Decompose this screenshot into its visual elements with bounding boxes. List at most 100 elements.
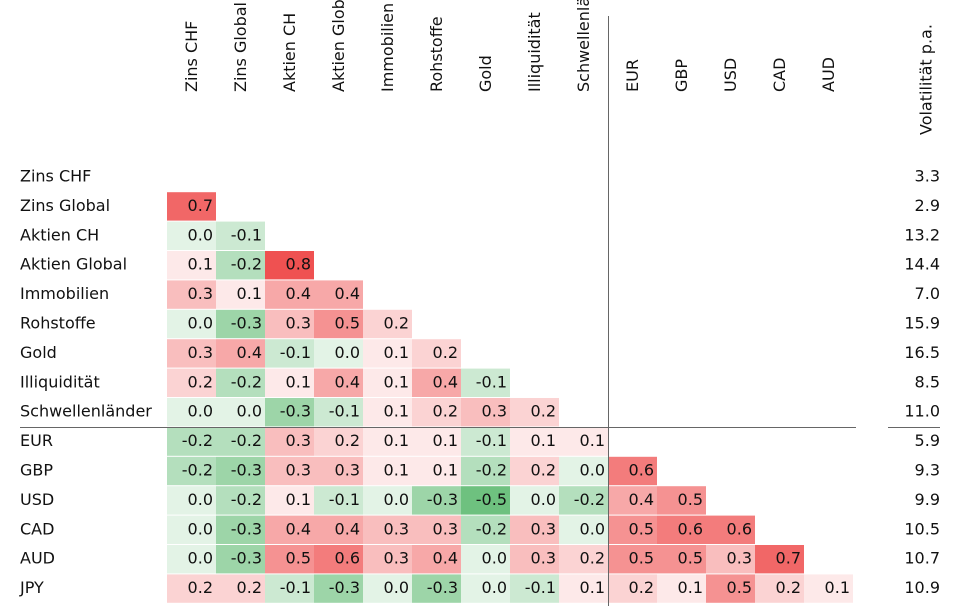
cell-value: 0.4: [237, 343, 262, 362]
volatility-value: 10.9: [904, 578, 940, 597]
heatmap-cell: [510, 486, 559, 515]
cell-value: 0.0: [188, 314, 213, 333]
column-header: Gold: [476, 55, 495, 92]
heatmap-cell: [216, 486, 265, 515]
column-header: Illiquidität: [525, 12, 544, 92]
heatmap-cell: [755, 545, 804, 574]
cell-value: 0.2: [433, 343, 458, 362]
cell-value: -0.1: [329, 402, 360, 421]
heatmap-cell: [216, 515, 265, 544]
cell-value: 0.3: [286, 461, 311, 480]
cell-value: 0.1: [384, 343, 409, 362]
cell-value: 0.5: [678, 490, 703, 509]
cell-value: 0.4: [286, 519, 311, 538]
row-label: Zins Global: [20, 196, 110, 215]
heatmap-cell: [657, 515, 706, 544]
cell-value: 0.0: [335, 343, 360, 362]
heatmap-cell: [559, 456, 608, 486]
volatility-value: 2.9: [915, 196, 940, 215]
volatility-value: 13.2: [904, 225, 940, 244]
cell-value: 0.1: [433, 431, 458, 450]
cell-value: -0.3: [231, 314, 262, 333]
cell-value: 0.0: [531, 490, 556, 509]
cell-value: -0.2: [231, 431, 262, 450]
heatmap-cell: [755, 574, 804, 603]
cell-value: 0.0: [580, 519, 605, 538]
cell-value: 0.2: [580, 549, 605, 568]
cell-value: 0.0: [237, 402, 262, 421]
cell-value: 0.4: [629, 490, 654, 509]
heatmap-cell: [216, 221, 265, 250]
heatmap-cell: [167, 192, 216, 221]
heatmap-cell: [608, 486, 657, 515]
heatmap-cell: [363, 398, 412, 427]
cell-value: 0.1: [531, 431, 556, 450]
cell-value: 0.5: [286, 549, 311, 568]
heatmap-cell: [412, 368, 461, 397]
heatmap-cell: [167, 486, 216, 515]
cell-value: 0.3: [433, 519, 458, 538]
cell-value: 0.8: [286, 255, 311, 274]
cell-value: 0.3: [384, 549, 409, 568]
cell-value: 0.4: [335, 372, 360, 391]
cell-value: -0.2: [182, 431, 213, 450]
heatmap-cell: [167, 574, 216, 603]
column-header: Immobilien: [378, 3, 397, 92]
cell-value: 0.7: [188, 196, 213, 215]
cell-value: -0.3: [280, 402, 311, 421]
cell-value: -0.3: [427, 490, 458, 509]
heatmap-cell: [559, 545, 608, 574]
heatmap-cell: [167, 251, 216, 280]
heatmap-cell: [167, 368, 216, 397]
cell-value: 0.6: [335, 549, 360, 568]
heatmap-cell: [314, 280, 363, 309]
heatmap-cell: [363, 427, 412, 456]
cell-value: 0.0: [188, 225, 213, 244]
cell-value: -0.2: [182, 461, 213, 480]
heatmap-cell: [412, 486, 461, 515]
cell-value: 0.3: [531, 519, 556, 538]
cell-value: -0.1: [525, 578, 556, 597]
cell-value: 0.5: [629, 519, 654, 538]
cell-value: 0.2: [384, 314, 409, 333]
heatmap-cell: [608, 515, 657, 544]
heatmap-cell: [167, 339, 216, 368]
volatility-value: 9.9: [915, 490, 940, 509]
cell-value: 0.0: [188, 519, 213, 538]
volatility-value: 11.0: [904, 402, 940, 421]
cell-value: 0.3: [335, 461, 360, 480]
heatmap-cell: [314, 398, 363, 427]
heatmap-cell: [314, 456, 363, 486]
heatmap-cell: [363, 456, 412, 486]
column-header: Zins Global: [231, 2, 250, 92]
cell-value: 0.5: [678, 549, 703, 568]
cell-value: 0.4: [335, 284, 360, 303]
column-header: AUD: [819, 57, 838, 92]
volatility-value: 7.0: [915, 284, 940, 303]
heatmap-cell: [216, 456, 265, 486]
heatmap-cell: [167, 515, 216, 544]
cell-value: 0.1: [286, 372, 311, 391]
cell-value: 0.1: [286, 490, 311, 509]
heatmap-cell: [314, 574, 363, 603]
row-label: Immobilien: [20, 284, 109, 303]
heatmap-cell: [363, 545, 412, 574]
heatmap-cell: [510, 574, 559, 603]
heatmap-cell: [314, 515, 363, 544]
heatmap-cell: [265, 515, 314, 544]
heatmap-cell: [265, 456, 314, 486]
heatmap-cell: [363, 574, 412, 603]
cell-value: -0.3: [231, 549, 262, 568]
cell-value: 0.4: [433, 549, 458, 568]
heatmap-cell: [510, 515, 559, 544]
cell-value: 0.2: [188, 578, 213, 597]
heatmap-cell: [510, 456, 559, 486]
cell-value: 0.0: [482, 549, 507, 568]
cell-value: 0.2: [237, 578, 262, 597]
row-label: Zins CHF: [20, 167, 91, 186]
heatmap-cell: [363, 339, 412, 368]
row-label: Gold: [20, 343, 57, 362]
heatmap-cell: [167, 280, 216, 309]
heatmap-cell: [363, 309, 412, 339]
heatmap-cell: [167, 545, 216, 574]
